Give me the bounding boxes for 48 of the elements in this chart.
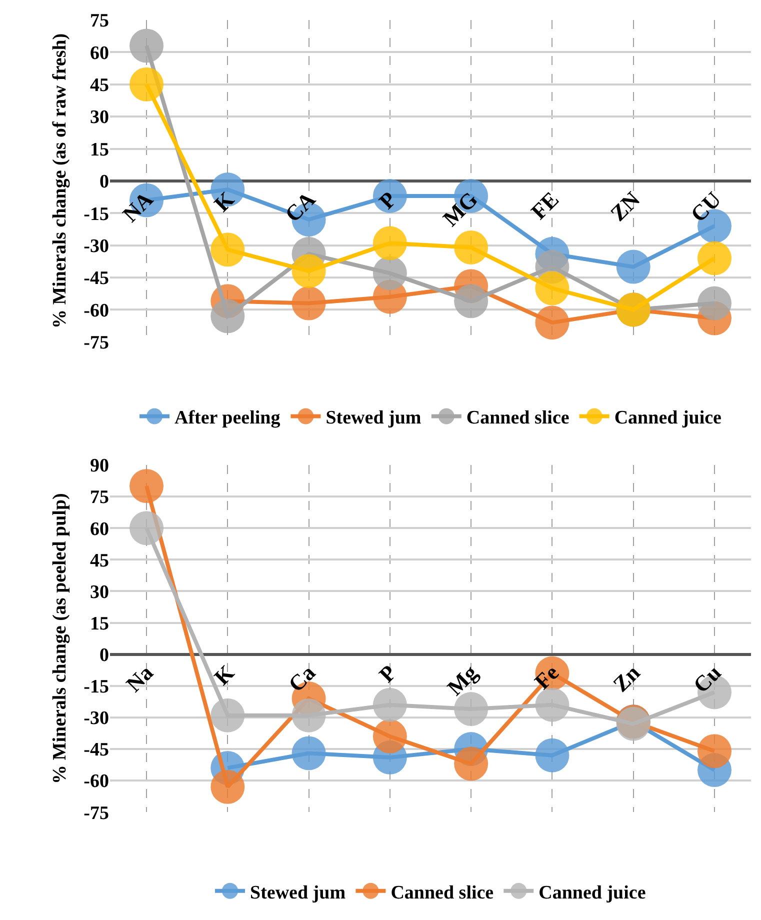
y-tick-label: 30 xyxy=(90,107,109,128)
y-tick-label: 45 xyxy=(90,550,109,572)
x-tick-label: MG xyxy=(438,186,482,232)
x-tick-label: Fe xyxy=(529,660,564,694)
y-tick-label: 75 xyxy=(90,487,109,508)
y-tick-label: -30 xyxy=(84,236,109,257)
x-tick-label: NA xyxy=(118,186,158,227)
x-tick-label: CA xyxy=(280,186,320,227)
y-tick-label: -15 xyxy=(84,676,109,698)
x-tick-label: Na xyxy=(121,660,158,697)
y-tick-label: 15 xyxy=(90,613,109,634)
y-tick-label: 0 xyxy=(100,172,109,193)
y-axis-title: % Minerals change (as of raw fresh) xyxy=(50,33,71,329)
x-tick-label: K xyxy=(209,660,239,690)
legend-label: Canned slice xyxy=(390,882,494,904)
y-tick-label: 90 xyxy=(90,456,109,477)
y-tick-label: -15 xyxy=(84,204,109,225)
y-axis-title: % Minerals change (as peeled pulp) xyxy=(50,493,71,784)
y-tick-label: 45 xyxy=(90,75,109,96)
x-tick-label: Cu xyxy=(688,660,726,698)
y-tick-label: -60 xyxy=(84,300,109,322)
y-tick-label: -45 xyxy=(84,740,109,761)
x-tick-label: CU xyxy=(686,186,726,227)
x-tick-label: Zn xyxy=(608,660,645,697)
y-tick-label: -45 xyxy=(84,268,109,290)
x-tick-label: Mg xyxy=(442,660,482,700)
y-tick-label: -30 xyxy=(84,708,109,730)
y-tick-label: -60 xyxy=(84,771,109,792)
y-tick-label: 60 xyxy=(90,518,109,540)
legend-label: Canned juice xyxy=(614,408,722,429)
legend-label: Canned slice xyxy=(466,408,570,429)
x-tick-label: FE xyxy=(526,186,564,224)
legend-label: After peeling xyxy=(174,408,281,429)
x-tick-label: ZN xyxy=(605,186,645,226)
x-tick-label: P xyxy=(374,660,402,688)
y-tick-label: -75 xyxy=(84,332,109,354)
x-tick-label: Ca xyxy=(283,660,320,697)
x-tick-label: P xyxy=(374,186,402,214)
legend-label: Canned juice xyxy=(538,882,646,904)
y-tick-label: 0 xyxy=(100,644,109,666)
y-tick-label: 15 xyxy=(90,139,109,160)
x-tick-label: K xyxy=(209,186,239,216)
y-tick-label: 75 xyxy=(90,10,109,32)
y-tick-label: -75 xyxy=(84,802,109,824)
legend-label: Stewed jum xyxy=(250,882,346,904)
y-tick-label: 30 xyxy=(90,582,109,603)
legend-label: Stewed jum xyxy=(326,408,422,429)
y-tick-label: 60 xyxy=(90,42,109,64)
